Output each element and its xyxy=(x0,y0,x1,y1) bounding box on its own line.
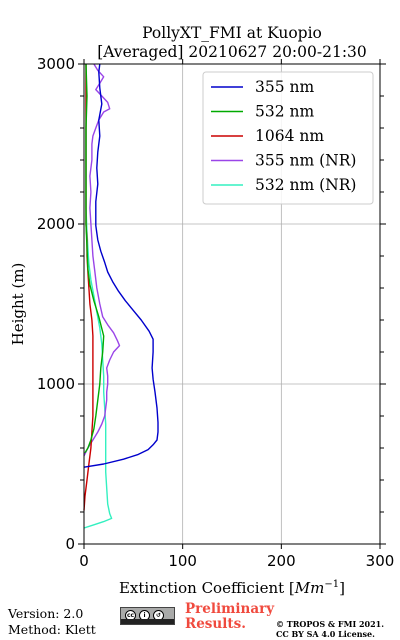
copyright-line-1: © TROPOS & FMI 2021. xyxy=(276,619,385,629)
x-tick-label: 300 xyxy=(366,552,395,570)
y-tick-label: 2000 xyxy=(37,215,75,233)
x-tick-label: 0 xyxy=(79,552,89,570)
y-tick-label: 1000 xyxy=(37,375,75,393)
legend-label: 532 nm xyxy=(255,103,314,121)
license-badge-strip xyxy=(121,619,174,624)
y-tick-label: 3000 xyxy=(37,55,75,73)
y-axis-label: Height (m) xyxy=(9,263,27,346)
legend-label: 532 nm (NR) xyxy=(255,176,356,194)
series-line-1 xyxy=(84,63,105,454)
preliminary-line-2: Results. xyxy=(185,616,246,632)
preliminary-notice: Preliminary Results. xyxy=(185,602,274,632)
copyright-line-2: CC BY SA 4.0 License. xyxy=(276,628,375,639)
copyright-notice: © TROPOS & FMI 2021. CC BY SA 4.0 Licens… xyxy=(276,619,385,639)
chart-title: PollyXT_FMI at Kuopio xyxy=(142,24,322,42)
x-tick-label: 200 xyxy=(267,552,296,570)
legend: 355 nm 532 nm 1064 nm 355 nm (NR) 532 nm (NR… xyxy=(202,71,374,205)
creative-commons-icon: cc i ↺ xyxy=(120,607,175,625)
series-line-3 xyxy=(83,63,121,457)
chart-subtitle: [Averaged] 20210627 20:00-21:30 xyxy=(97,43,367,61)
series-line-0 xyxy=(83,63,159,468)
version-text: Version: 2.0 xyxy=(8,606,84,621)
legend-label: 355 nm (NR) xyxy=(255,152,356,170)
chart: PollyXT_FMI at Kuopio [Averaged] 2021062… xyxy=(9,24,395,597)
method-text: Method: Klett xyxy=(8,622,96,637)
axes-frame xyxy=(83,63,381,545)
legend-label: 1064 nm xyxy=(255,127,324,145)
preliminary-line-1: Preliminary xyxy=(185,601,275,617)
legend-label: 355 nm xyxy=(255,78,314,96)
x-axis-label: Extinction Coefficient [Mm−1] xyxy=(119,579,345,597)
legend-box xyxy=(202,71,374,205)
footer-version-info: Version: 2.0 Method: Klett xyxy=(8,606,96,638)
series-layer xyxy=(83,63,159,529)
x-tick-label: 100 xyxy=(168,552,197,570)
y-tick-label: 0 xyxy=(65,535,75,553)
